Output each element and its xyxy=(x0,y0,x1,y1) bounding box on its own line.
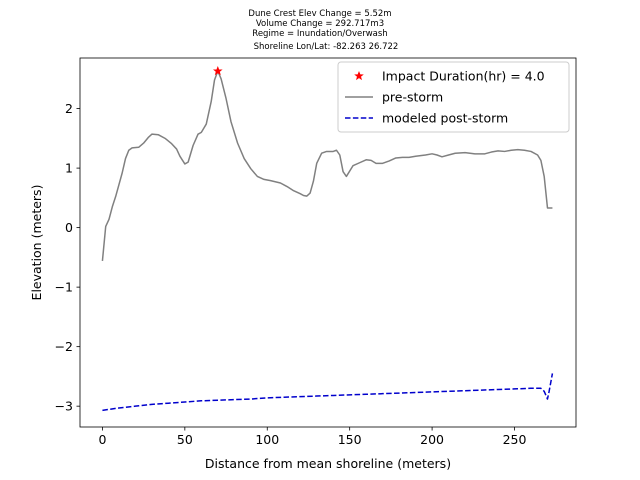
x-tick-label: 50 xyxy=(177,432,193,447)
axes: 0 50 100 150 200 250 −3 −2 −1 0 1 2 Distance from me… xyxy=(29,57,577,471)
chart-title-line-3: Regime = Inundation/Overwash xyxy=(252,29,388,39)
x-tick-label: 150 xyxy=(338,432,362,447)
x-tick-label: 250 xyxy=(503,432,527,447)
x-axis-label: Distance from mean shoreline (meters) xyxy=(205,456,451,471)
series-line-pre-storm xyxy=(101,70,553,262)
y-tick-label: −1 xyxy=(55,280,73,295)
y-axis-label: Elevation (meters) xyxy=(29,185,44,301)
y-tick-label: −3 xyxy=(55,399,73,414)
axes-frame xyxy=(79,57,577,428)
chart-title-line-4: Shoreline Lon/Lat: -82.263 26.722 xyxy=(253,42,399,52)
y-tick-label: −2 xyxy=(55,339,73,354)
legend-box xyxy=(337,61,570,133)
chart-title-line-2: Volume Change = 292.717m3 xyxy=(255,19,385,29)
legend-swatch-star xyxy=(354,70,364,81)
y-tick-label: 1 xyxy=(65,161,73,176)
x-tick-label: 0 xyxy=(98,432,106,447)
x-tick-label: 100 xyxy=(255,432,279,447)
peak-star-marker xyxy=(213,66,223,76)
series-line-post-storm xyxy=(102,373,554,412)
legend-label: pre-storm xyxy=(382,90,443,105)
series-group xyxy=(101,70,554,412)
plot-area xyxy=(101,66,554,412)
chart-title-line-1: Dune Crest Elev Change = 5.52m xyxy=(248,9,392,19)
x-tick-label: 200 xyxy=(420,432,444,447)
y-tick-label: 2 xyxy=(65,101,73,116)
legend-label: Impact Duration(hr) = 4.0 xyxy=(382,69,545,84)
legend: Impact Duration(hr) = 4.0 pre-storm modele… xyxy=(337,61,570,133)
legend-label: modeled post-storm xyxy=(382,111,508,126)
y-tick-label: 0 xyxy=(65,220,73,235)
